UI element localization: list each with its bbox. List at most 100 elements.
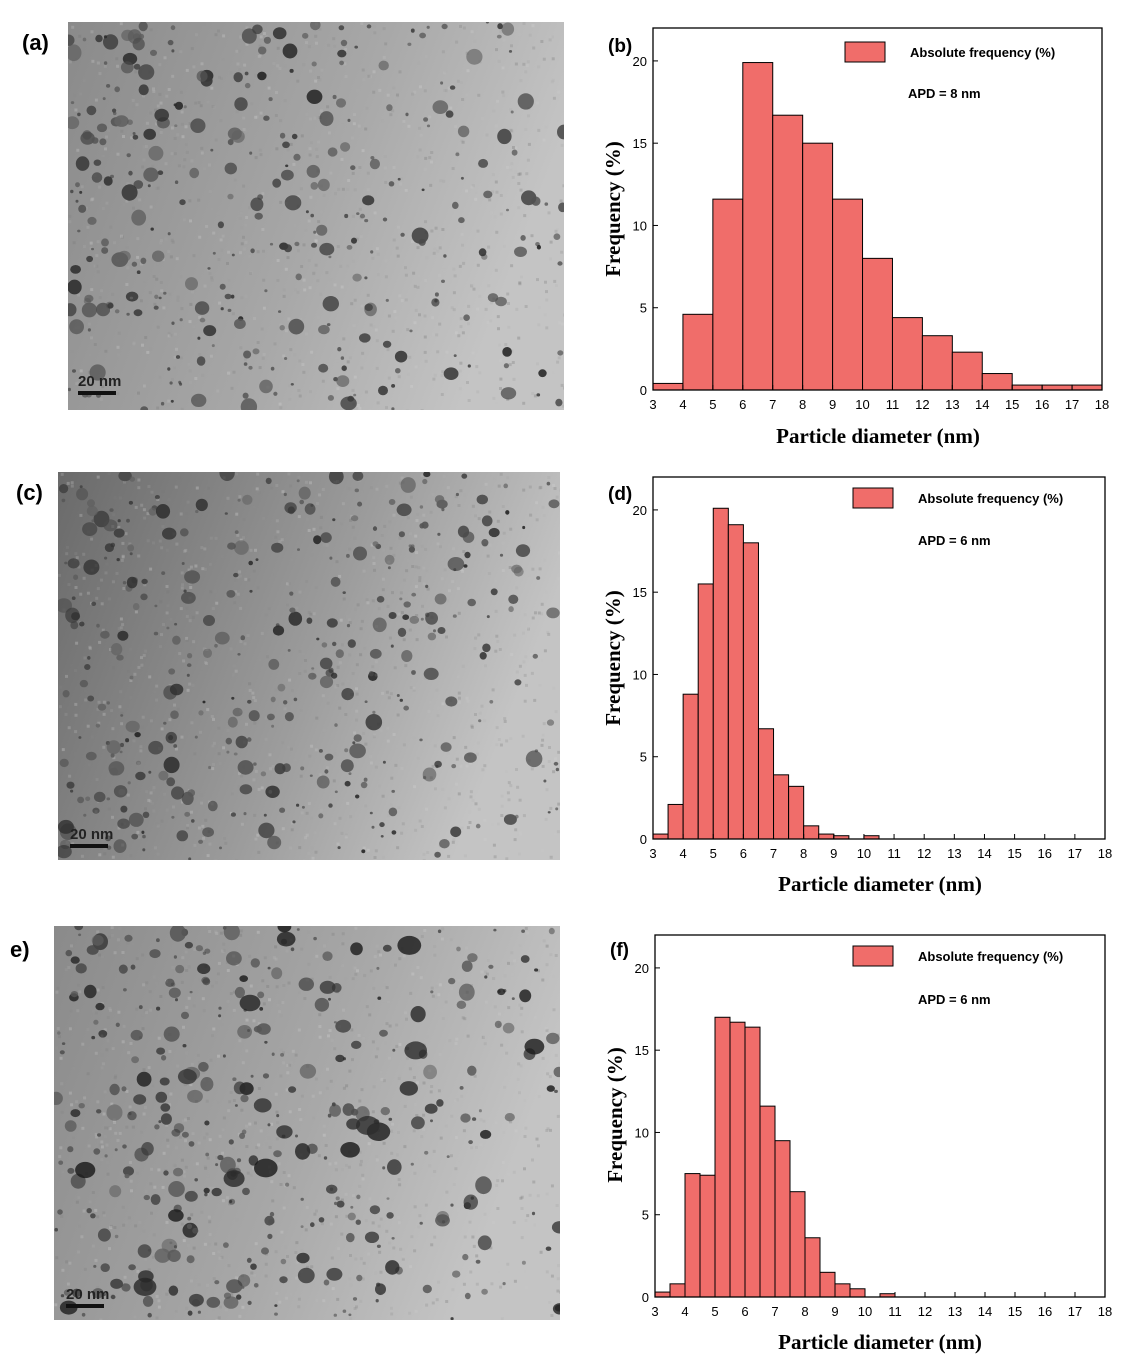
x-tick-label: 13 — [948, 1304, 962, 1319]
x-tick-label: 8 — [799, 397, 806, 412]
histogram-bar — [774, 1140, 791, 1298]
x-tick-label: 14 — [977, 846, 991, 861]
x-tick-label: 12 — [915, 397, 929, 412]
y-axis-title: Frequency (%) — [601, 590, 625, 726]
legend-swatch — [852, 945, 894, 967]
plot-frame — [652, 476, 1106, 840]
panel-label-a: (a) — [22, 30, 49, 55]
tem-micrograph-a — [68, 22, 564, 410]
y-tick-label: 0 — [642, 1290, 649, 1305]
histogram-bar — [714, 1016, 731, 1298]
y-tick-label: 10 — [635, 1125, 649, 1140]
panel-label: (d) — [608, 484, 632, 505]
scale-bar-line — [66, 1304, 104, 1308]
tem-background — [58, 472, 560, 860]
legend-label: Absolute frequency (%) — [918, 491, 1063, 506]
y-tick-label: 15 — [633, 585, 647, 600]
y-tick-label: 0 — [640, 832, 647, 847]
y-tick-label: 10 — [633, 218, 647, 233]
x-tick-label: 16 — [1035, 397, 1049, 412]
histogram-bar — [789, 1191, 806, 1298]
x-tick-label: 5 — [711, 1304, 718, 1319]
x-axis-ticks: 3 4 5 6 7 8 9 10 11 12 13 14 15 16 17 18 — [651, 1292, 1112, 1319]
x-tick-label: 11 — [888, 1304, 902, 1319]
histogram-bar — [729, 1021, 746, 1298]
x-tick-label: 15 — [1007, 846, 1021, 861]
scale-bar-c: 20 nm — [70, 826, 113, 848]
x-tick-label: 13 — [947, 846, 961, 861]
legend-swatch — [844, 41, 886, 63]
plot-frame — [654, 934, 1106, 1298]
tem-noise — [54, 926, 560, 1320]
y-tick-label: 5 — [642, 1208, 649, 1223]
x-tick-label: 10 — [855, 397, 869, 412]
x-axis-ticks: 3 4 5 6 7 8 9 10 11 12 13 14 15 16 17 18 — [649, 385, 1109, 412]
tem-particles — [58, 472, 560, 860]
x-axis-title: Particle diameter (nm) — [778, 872, 982, 896]
scale-bar-label: 20 nm — [70, 826, 114, 843]
y-axis-title: Frequency (%) — [601, 141, 625, 277]
scale-bar-e: 20 nm — [66, 1286, 109, 1308]
x-tick-label: 11 — [887, 846, 901, 861]
x-axis-title: Particle diameter (nm) — [776, 424, 980, 448]
panel-label: (b) — [608, 36, 632, 57]
x-tick-label: 18 — [1095, 397, 1109, 412]
panel-label-c: (c) — [16, 480, 43, 505]
histogram-bar — [759, 1105, 776, 1298]
y-axis-ticks: 0 5 10 15 20 — [635, 961, 660, 1305]
histogram-bar — [654, 1291, 671, 1298]
x-tick-label: 15 — [1005, 397, 1019, 412]
histogram-bar — [684, 1173, 701, 1298]
x-tick-label: 17 — [1068, 1304, 1082, 1319]
x-tick-label: 10 — [858, 1304, 872, 1319]
x-tick-label: 12 — [918, 1304, 932, 1319]
x-axis-title: Particle diameter (nm) — [778, 1330, 982, 1354]
x-tick-label: 9 — [831, 1304, 838, 1319]
y-tick-label: 20 — [635, 961, 649, 976]
y-tick-label: 0 — [640, 383, 647, 398]
histogram-bar — [951, 351, 983, 391]
tem-micrograph-c — [58, 472, 560, 860]
x-tick-label: 7 — [770, 846, 777, 861]
x-tick-label: 6 — [740, 846, 747, 861]
x-tick-label: 12 — [917, 846, 931, 861]
x-tick-label: 4 — [681, 1304, 688, 1319]
x-tick-label: 8 — [800, 846, 807, 861]
x-tick-label: 17 — [1065, 397, 1079, 412]
x-tick-label: 9 — [830, 846, 837, 861]
x-tick-label: 10 — [857, 846, 871, 861]
x-tick-label: 14 — [975, 397, 989, 412]
scale-bar-line — [70, 844, 108, 848]
histogram-bars — [652, 62, 1103, 391]
y-axis-title: Frequency (%) — [603, 1047, 627, 1183]
histogram-bar — [834, 1283, 851, 1298]
histogram-bar — [819, 1271, 836, 1298]
x-tick-label: 4 — [679, 397, 686, 412]
tem-image-a — [68, 22, 564, 410]
plot-frame — [652, 27, 1103, 391]
x-tick-label: 3 — [649, 397, 656, 412]
y-tick-label: 20 — [633, 503, 647, 518]
panel-label: (f) — [610, 940, 629, 961]
y-tick-label: 15 — [633, 136, 647, 151]
x-tick-label: 15 — [1008, 1304, 1022, 1319]
histogram-bar — [804, 1237, 821, 1298]
x-tick-label: 18 — [1098, 1304, 1112, 1319]
y-tick-label: 5 — [640, 301, 647, 316]
scale-bar-a: 20 nm — [78, 373, 121, 395]
scale-bar-label: 20 nm — [78, 373, 122, 390]
x-tick-label: 3 — [651, 1304, 658, 1319]
x-tick-label: 13 — [945, 397, 959, 412]
histogram-bar — [669, 1283, 686, 1298]
scale-bar-line — [78, 391, 116, 395]
x-tick-label: 8 — [801, 1304, 808, 1319]
x-tick-label: 7 — [771, 1304, 778, 1319]
apd-annotation: APD = 6 nm — [918, 533, 991, 548]
x-axis-ticks: 3 4 5 6 7 8 9 10 11 12 13 14 15 16 17 18 — [649, 834, 1112, 861]
x-tick-label: 7 — [769, 397, 776, 412]
histogram-bar — [699, 1174, 716, 1298]
histogram-bar — [849, 1288, 866, 1298]
tem-particles — [54, 926, 560, 1320]
tem-background — [68, 22, 564, 410]
